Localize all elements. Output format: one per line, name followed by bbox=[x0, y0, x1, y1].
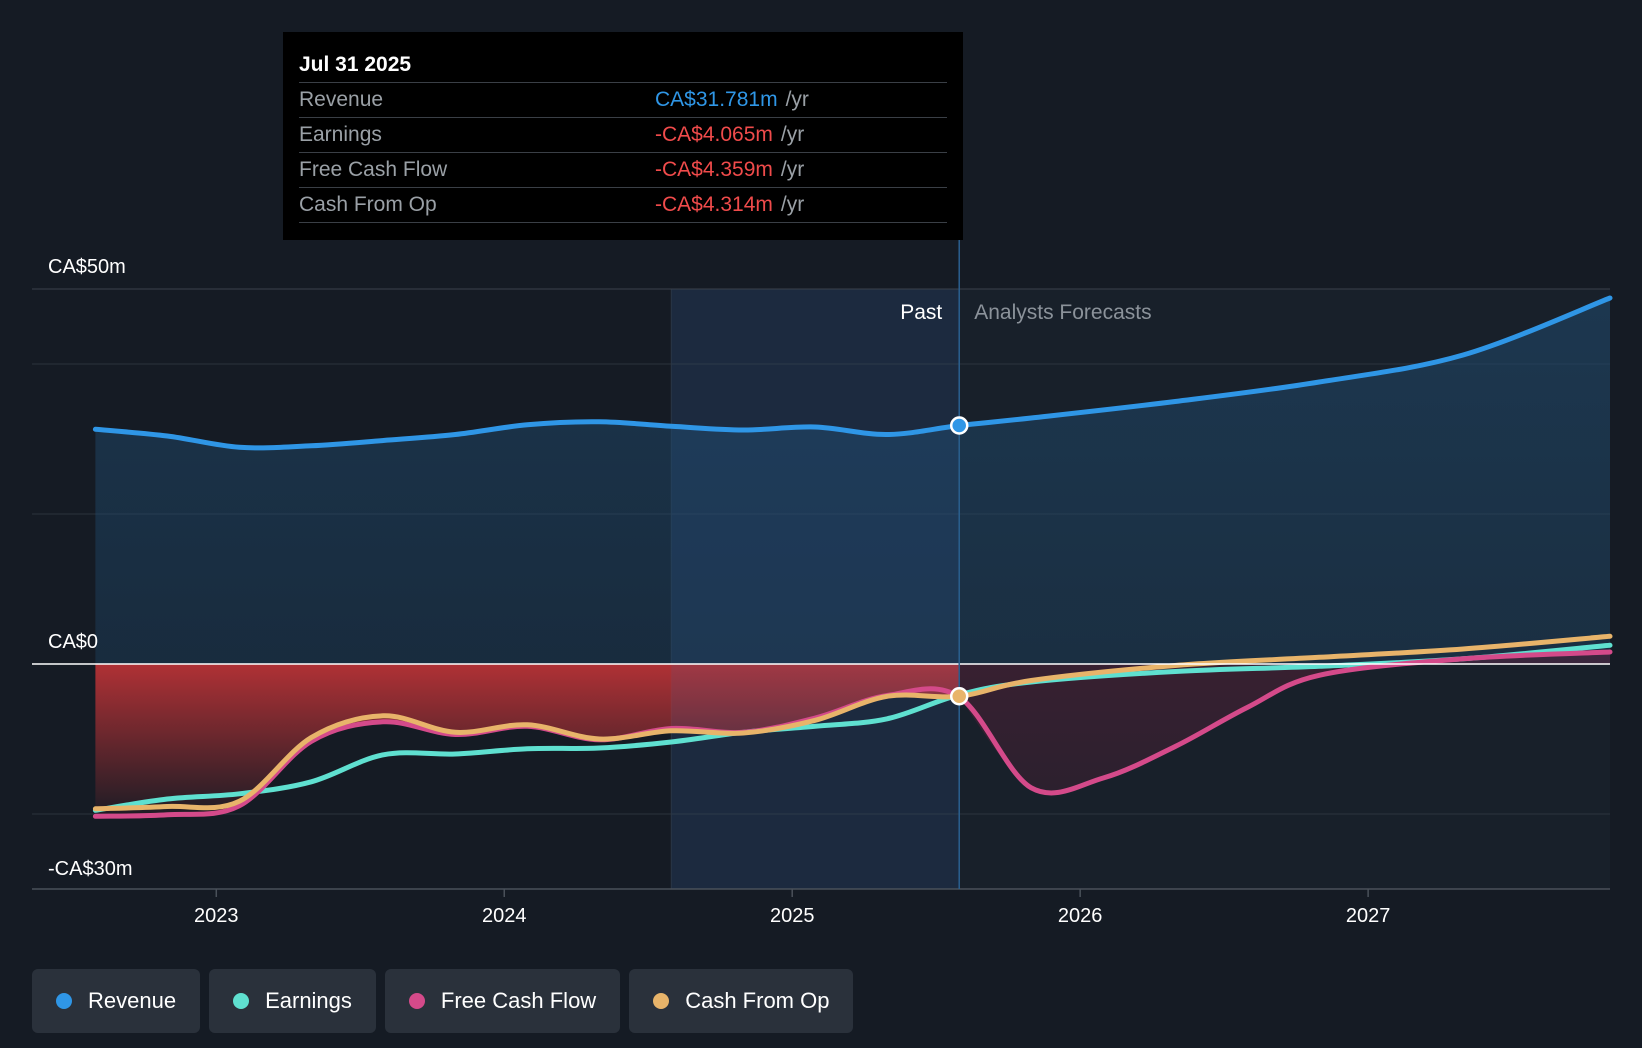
legend: Revenue Earnings Free Cash Flow Cash Fro… bbox=[32, 969, 854, 1033]
tooltip-row-earnings: Earnings -CA$4.065m /yr bbox=[299, 117, 947, 152]
legend-label: Free Cash Flow bbox=[440, 988, 597, 1013]
tooltip-row-free-cash-flow: Free Cash Flow -CA$4.359m /yr bbox=[299, 152, 947, 187]
y-tick-label: CA$0 bbox=[48, 631, 98, 653]
free-cash-flow-forecast-area bbox=[959, 652, 1610, 793]
tooltip-unit: /yr bbox=[780, 158, 805, 181]
past-highlight-overlay bbox=[671, 289, 960, 889]
x-tick-label: 2025 bbox=[770, 905, 815, 927]
tooltip-row-revenue: Revenue CA$31.781m /yr bbox=[299, 82, 947, 117]
tooltip-date: Jul 31 2025 bbox=[299, 53, 412, 76]
legend-label: Revenue bbox=[88, 988, 177, 1013]
tooltip-unit: /yr bbox=[780, 123, 805, 146]
legend-item-free-cash-flow[interactable]: Free Cash Flow bbox=[384, 969, 621, 1033]
tooltip-label: Cash From Op bbox=[299, 193, 437, 216]
tooltip-value: -CA$4.359m bbox=[655, 158, 773, 181]
past-label: Past bbox=[900, 301, 942, 324]
negative-area bbox=[95, 664, 960, 817]
cash-from-op-dot-icon bbox=[653, 993, 670, 1009]
legend-label: Earnings bbox=[265, 988, 352, 1013]
tooltip-value: CA$31.781m bbox=[655, 88, 778, 111]
tooltip-label: Revenue bbox=[299, 88, 384, 111]
y-tick-label: -CA$30m bbox=[48, 858, 132, 880]
legend-item-cash-from-op[interactable]: Cash From Op bbox=[629, 969, 854, 1033]
cash-from-op-marker bbox=[949, 687, 969, 706]
tooltip-rows: Revenue CA$31.781m /yr Earnings -CA$4.06… bbox=[299, 82, 947, 223]
tooltip-row-cash-from-op: Cash From Op -CA$4.314m /yr bbox=[299, 187, 947, 223]
revenue-dot-icon bbox=[56, 993, 72, 1009]
tooltip-value: -CA$4.314m bbox=[655, 193, 773, 216]
x-tick-label: 2026 bbox=[1058, 905, 1103, 927]
revenue-area bbox=[95, 298, 1610, 664]
earnings-dot-icon bbox=[233, 993, 250, 1009]
y-tick-label: CA$50m bbox=[48, 256, 126, 278]
tooltip: Jul 31 2025 Revenue CA$31.781m /yr Earni… bbox=[283, 32, 963, 240]
cash-from-op-line bbox=[92, 633, 1613, 812]
forecast-label: Analysts Forecasts bbox=[974, 301, 1151, 324]
tooltip-unit: /yr bbox=[785, 88, 809, 111]
legend-label: Cash From Op bbox=[685, 988, 830, 1013]
x-tick-label: 2027 bbox=[1346, 905, 1391, 927]
tooltip-value: -CA$4.065m bbox=[655, 123, 773, 146]
x-tick-label: 2023 bbox=[194, 905, 239, 927]
legend-item-revenue[interactable]: Revenue bbox=[32, 969, 201, 1033]
legend-item-earnings[interactable]: Earnings bbox=[209, 969, 376, 1033]
tooltip-label: Free Cash Flow bbox=[299, 158, 448, 181]
tooltip-label: Earnings bbox=[299, 123, 382, 146]
revenue-marker bbox=[949, 416, 969, 435]
tooltip-unit: /yr bbox=[780, 193, 805, 216]
x-tick-label: 2024 bbox=[482, 905, 527, 927]
free-cash-flow-dot-icon bbox=[408, 993, 425, 1009]
revenue-line bbox=[92, 295, 1613, 451]
